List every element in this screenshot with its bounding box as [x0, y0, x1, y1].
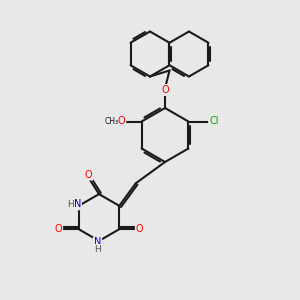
- Text: O: O: [118, 116, 125, 127]
- Text: H: H: [94, 245, 101, 254]
- Text: O: O: [85, 169, 92, 180]
- Text: H: H: [67, 200, 74, 209]
- Text: O: O: [136, 224, 143, 234]
- Text: N: N: [94, 237, 101, 248]
- Text: Cl: Cl: [209, 116, 219, 127]
- Text: O: O: [161, 85, 169, 95]
- Text: CH₃: CH₃: [105, 117, 119, 126]
- Text: O: O: [55, 224, 62, 234]
- Text: N: N: [74, 199, 81, 209]
